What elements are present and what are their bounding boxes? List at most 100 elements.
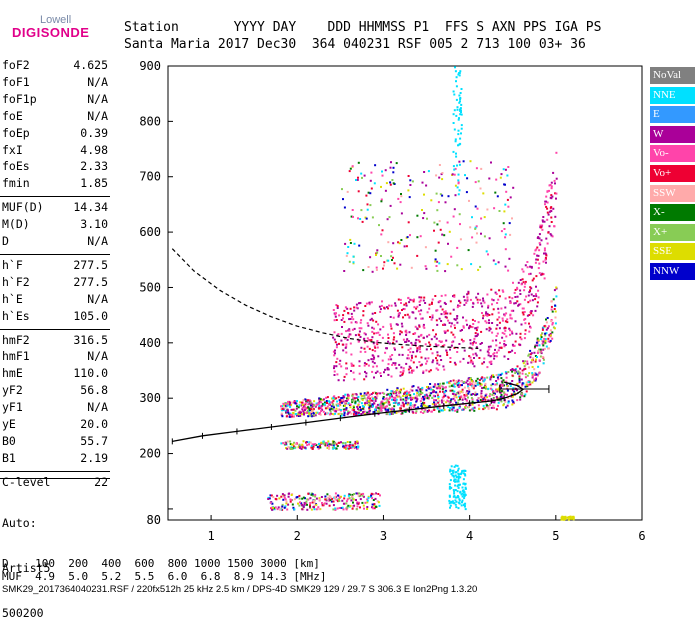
- echo-point: [310, 508, 313, 511]
- auto-artist: Artist5: [2, 561, 51, 575]
- echo-point: [375, 341, 378, 344]
- echo-point: [457, 384, 460, 387]
- echo-point: [309, 441, 312, 444]
- echo-point: [443, 395, 446, 398]
- echo-point: [302, 405, 305, 408]
- echo-point: [421, 386, 424, 389]
- echo-point: [404, 394, 407, 397]
- echo-point: [404, 410, 407, 413]
- echo-point: [395, 411, 398, 414]
- echo-point: [303, 412, 306, 415]
- echo-point: [361, 501, 364, 504]
- echo-point: [472, 342, 475, 344]
- echo-point: [458, 499, 461, 502]
- echo-point: [282, 498, 285, 501]
- echo-point: [397, 411, 400, 414]
- echo-point: [438, 385, 441, 388]
- echo-point: [442, 365, 445, 368]
- echo-point: [476, 232, 478, 235]
- y-tick-label: 80: [147, 513, 161, 527]
- echo-point: [452, 90, 455, 93]
- echo-point: [350, 412, 353, 415]
- echo-point: [328, 408, 331, 411]
- echo-point: [525, 381, 528, 384]
- echo-point: [464, 473, 466, 476]
- echo-point: [408, 391, 411, 394]
- echo-point: [531, 360, 534, 363]
- echo-point: [373, 362, 376, 365]
- echo-point: [454, 409, 457, 412]
- echo-point: [361, 494, 364, 497]
- echo-point: [325, 499, 328, 502]
- echo-point: [498, 316, 501, 319]
- echo-point: [471, 361, 474, 364]
- echo-point: [514, 302, 517, 305]
- echo-point: [470, 359, 473, 362]
- echo-point: [309, 414, 312, 417]
- echo-point: [408, 365, 411, 368]
- echo-point: [438, 400, 441, 402]
- echo-point: [294, 402, 297, 405]
- echo-point: [472, 393, 474, 395]
- echo-point: [285, 447, 287, 450]
- echo-point: [549, 233, 552, 236]
- echo-point: [370, 494, 373, 497]
- echo-point: [458, 475, 460, 478]
- echo-point: [461, 501, 463, 504]
- echo-point: [293, 441, 295, 444]
- echo-point: [304, 497, 306, 500]
- echo-point: [531, 299, 534, 302]
- echo-point: [451, 500, 454, 503]
- echo-point: [470, 384, 473, 387]
- echo-point: [424, 265, 427, 268]
- echo-point: [270, 506, 273, 509]
- echo-point: [521, 278, 524, 281]
- echo-point: [302, 496, 305, 499]
- echo-point: [510, 309, 513, 312]
- echo-point: [550, 187, 553, 190]
- echo-point: [348, 328, 351, 331]
- echo-point: [285, 500, 288, 503]
- echo-point: [536, 305, 539, 308]
- echo-point: [399, 398, 402, 401]
- echo-point: [345, 400, 348, 402]
- echo-point: [452, 406, 455, 409]
- echo-point: [355, 303, 358, 306]
- echo-point: [433, 384, 436, 387]
- x-tick-label: 1: [207, 529, 214, 543]
- echo-point: [500, 400, 503, 403]
- echo-point: [538, 262, 541, 265]
- echo-point: [299, 411, 302, 414]
- echo-point: [512, 281, 514, 284]
- echo-point: [346, 441, 349, 443]
- echo-point: [508, 257, 511, 260]
- echo-point: [361, 407, 364, 410]
- echo-point: [387, 393, 390, 396]
- echo-point: [490, 376, 493, 379]
- echo-point: [453, 385, 456, 388]
- echo-point: [500, 173, 503, 176]
- echo-point: [462, 295, 465, 298]
- echo-point: [470, 263, 473, 266]
- echo-point: [461, 486, 464, 489]
- echo-point: [397, 298, 400, 301]
- echo-point: [551, 321, 554, 324]
- echo-point: [571, 517, 574, 520]
- echo-point: [336, 445, 339, 447]
- echo-point: [506, 198, 509, 201]
- echo-point: [519, 396, 522, 399]
- echo-point: [460, 504, 463, 507]
- echo-point: [326, 442, 329, 445]
- echo-point: [400, 239, 403, 241]
- echo-point: [366, 322, 369, 325]
- echo-point: [452, 502, 455, 505]
- echo-point: [444, 303, 447, 305]
- echo-point: [347, 398, 349, 401]
- echo-point: [499, 373, 502, 376]
- echo-point: [415, 411, 417, 414]
- echo-point: [375, 492, 377, 495]
- echo-point: [356, 492, 359, 495]
- echo-point: [439, 390, 441, 393]
- echo-point: [374, 408, 376, 411]
- echo-point: [370, 399, 373, 402]
